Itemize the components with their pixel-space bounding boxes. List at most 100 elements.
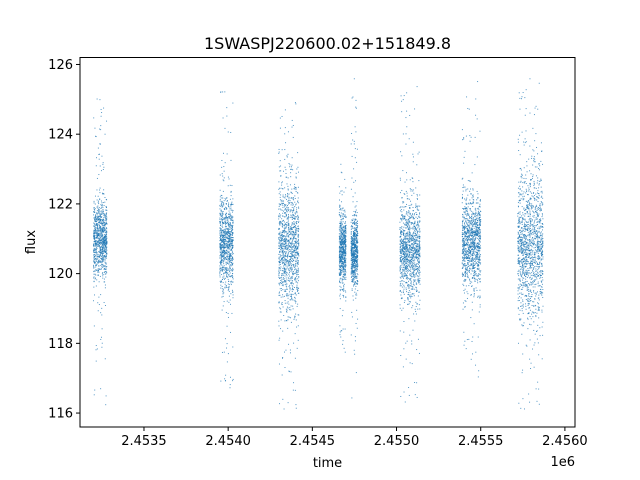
data-point: [338, 251, 340, 253]
data-point: [341, 330, 343, 332]
data-point: [352, 226, 354, 228]
data-point: [229, 228, 231, 230]
data-point: [219, 262, 221, 264]
data-point: [229, 214, 231, 216]
data-point: [100, 247, 102, 249]
data-point: [228, 295, 230, 297]
data-point: [219, 246, 221, 248]
data-point: [278, 222, 280, 224]
data-point: [225, 222, 227, 224]
data-point: [416, 237, 418, 239]
data-point: [287, 240, 289, 242]
data-point: [285, 251, 287, 253]
data-point: [289, 246, 291, 248]
data-point: [224, 220, 226, 222]
data-point: [294, 293, 296, 295]
data-point: [344, 274, 346, 276]
data-point: [103, 166, 105, 168]
data-point: [227, 316, 229, 318]
data-point: [94, 243, 96, 245]
data-point: [345, 253, 347, 255]
data-point: [292, 236, 294, 238]
data-point: [224, 239, 226, 241]
data-point: [102, 162, 104, 164]
data-point: [292, 246, 294, 248]
data-point: [101, 220, 103, 222]
data-point: [98, 211, 100, 213]
data-point: [341, 201, 343, 203]
data-point: [228, 256, 230, 258]
data-point: [344, 245, 346, 247]
data-point: [406, 192, 408, 194]
data-point: [223, 292, 225, 294]
data-point: [230, 275, 232, 277]
data-point: [102, 260, 104, 262]
data-point: [103, 222, 105, 224]
data-point: [106, 232, 108, 234]
data-point: [227, 232, 229, 234]
data-point: [403, 206, 405, 208]
data-point: [99, 128, 101, 130]
data-point: [296, 252, 298, 254]
data-point: [224, 378, 226, 380]
data-point: [286, 286, 288, 288]
data-point: [287, 319, 289, 321]
data-point: [101, 192, 103, 194]
data-point: [403, 247, 405, 249]
data-point: [228, 205, 230, 207]
data-point: [408, 301, 410, 303]
data-point: [409, 226, 411, 228]
data-point: [409, 235, 411, 237]
data-point: [96, 210, 98, 212]
data-point: [417, 240, 419, 242]
data-point: [353, 181, 355, 183]
data-point: [402, 243, 404, 245]
data-point: [401, 245, 403, 247]
data-point: [339, 238, 341, 240]
data-point: [103, 242, 105, 244]
data-point: [292, 210, 294, 212]
data-point: [415, 227, 417, 229]
data-point: [230, 331, 232, 333]
data-point: [227, 185, 229, 187]
data-point: [222, 242, 224, 244]
data-point: [406, 110, 408, 112]
data-point: [103, 189, 105, 191]
data-point: [100, 226, 102, 228]
data-point: [338, 241, 340, 243]
data-point: [297, 230, 299, 232]
data-point: [100, 200, 102, 202]
data-point: [353, 252, 355, 254]
data-point: [404, 223, 406, 225]
data-point: [222, 197, 224, 199]
data-point: [93, 267, 95, 269]
data-point: [402, 247, 404, 249]
data-point: [296, 209, 298, 211]
data-point: [352, 243, 354, 245]
data-point: [285, 269, 287, 271]
data-point: [280, 241, 282, 243]
data-point: [282, 202, 284, 204]
data-point: [405, 259, 407, 261]
data-point: [279, 252, 281, 254]
data-point: [282, 270, 284, 272]
data-point: [95, 233, 97, 235]
data-point: [287, 293, 289, 295]
data-point: [298, 220, 300, 222]
data-point: [99, 221, 101, 223]
data-point: [288, 316, 290, 318]
data-point: [102, 265, 104, 267]
data-point: [284, 236, 286, 238]
data-point: [220, 257, 222, 259]
data-point: [225, 285, 227, 287]
data-point: [406, 275, 408, 277]
data-point: [339, 253, 341, 255]
data-point: [290, 216, 292, 218]
data-point: [93, 230, 95, 232]
data-point: [94, 235, 96, 237]
data-point: [221, 197, 223, 199]
data-point: [414, 308, 416, 310]
data-point: [352, 266, 354, 268]
data-point: [294, 266, 296, 268]
